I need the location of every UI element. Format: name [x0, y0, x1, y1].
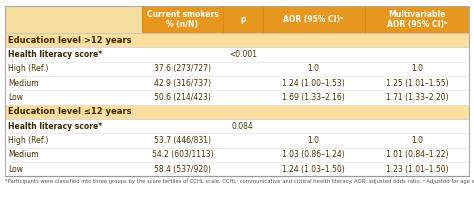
- Text: Multivariable
AOR (95% CI)ᵇ: Multivariable AOR (95% CI)ᵇ: [387, 10, 447, 29]
- Text: Low: Low: [8, 93, 23, 102]
- Bar: [5, 119, 469, 133]
- Text: 1.0: 1.0: [411, 64, 423, 73]
- Text: 54.2 (603/1113): 54.2 (603/1113): [152, 150, 213, 159]
- Bar: [5, 6, 469, 176]
- Text: High (Ref.): High (Ref.): [8, 136, 48, 145]
- Text: 1.0: 1.0: [308, 136, 319, 145]
- Text: High (Ref.): High (Ref.): [8, 64, 48, 73]
- Bar: [5, 62, 469, 76]
- Bar: [5, 133, 469, 147]
- Text: AOR (95% CI)ᵃ: AOR (95% CI)ᵃ: [283, 15, 344, 24]
- Text: Low: Low: [8, 164, 23, 174]
- Text: Medium: Medium: [8, 79, 39, 88]
- Text: Current smokers
% (n/N): Current smokers % (n/N): [146, 10, 219, 29]
- Bar: [5, 105, 469, 119]
- Text: p: p: [240, 15, 246, 24]
- Text: 1.01 (0.84–1.22): 1.01 (0.84–1.22): [386, 150, 448, 159]
- Text: *Participants were classified into three groups by the score tertiles of CCHL sc: *Participants were classified into three…: [5, 179, 474, 184]
- Text: 1.03 (0.86–1.24): 1.03 (0.86–1.24): [283, 150, 345, 159]
- Bar: [5, 90, 469, 105]
- Text: 37.6 (273/727): 37.6 (273/727): [154, 64, 211, 73]
- Bar: [5, 33, 469, 47]
- Bar: [223, 6, 263, 33]
- Text: 1.23 (1.01–1.50): 1.23 (1.01–1.50): [386, 164, 448, 174]
- Text: Health literacy score*: Health literacy score*: [8, 50, 102, 59]
- Text: Education level ≤12 years: Education level ≤12 years: [8, 107, 132, 116]
- Text: 0.084: 0.084: [232, 122, 254, 130]
- Bar: [365, 6, 469, 33]
- Bar: [5, 147, 469, 162]
- Text: 58.4 (537/920): 58.4 (537/920): [154, 164, 211, 174]
- Bar: [5, 6, 142, 33]
- Text: 1.69 (1.33–2.16): 1.69 (1.33–2.16): [283, 93, 345, 102]
- Text: Education level >12 years: Education level >12 years: [8, 36, 132, 45]
- Text: 1.0: 1.0: [308, 64, 319, 73]
- Text: 1.0: 1.0: [411, 136, 423, 145]
- Text: Health literacy score*: Health literacy score*: [8, 122, 102, 130]
- Text: Medium: Medium: [8, 150, 39, 159]
- Bar: [263, 6, 365, 33]
- Text: <0.001: <0.001: [229, 50, 257, 59]
- Text: 50.6 (214/423): 50.6 (214/423): [154, 93, 211, 102]
- Bar: [142, 6, 223, 33]
- Text: 1.24 (1.03–1.50): 1.24 (1.03–1.50): [283, 164, 345, 174]
- Bar: [5, 76, 469, 90]
- Text: 1.24 (1.00–1.53): 1.24 (1.00–1.53): [283, 79, 345, 88]
- Text: 1.71 (1.33–2.20): 1.71 (1.33–2.20): [386, 93, 448, 102]
- Text: 1.25 (1.01–1.55): 1.25 (1.01–1.55): [386, 79, 448, 88]
- Bar: [5, 47, 469, 62]
- Text: 53.7 (446/831): 53.7 (446/831): [154, 136, 211, 145]
- Text: 42.9 (316/737): 42.9 (316/737): [154, 79, 211, 88]
- Bar: [5, 162, 469, 176]
